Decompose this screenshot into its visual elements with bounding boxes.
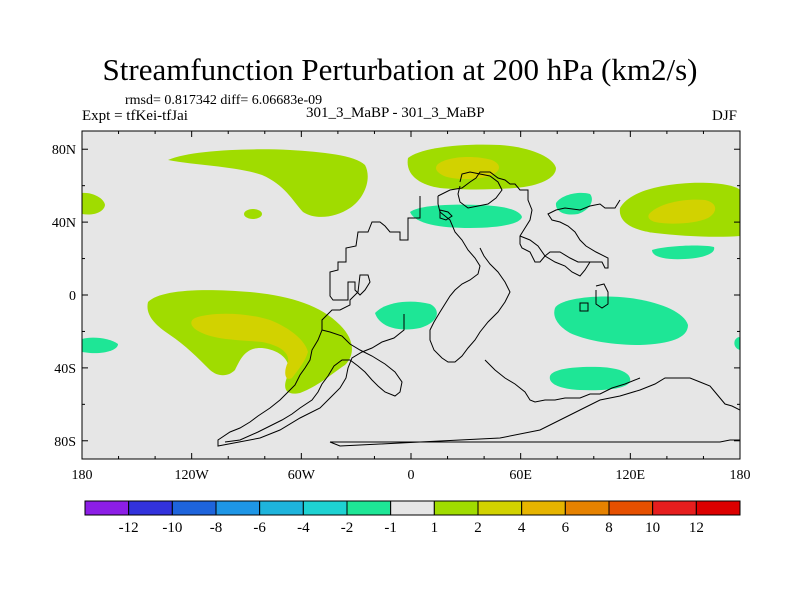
coastline-eurasia (437, 171, 621, 269)
colorbar-label: 10 (645, 520, 660, 536)
region-positive (410, 204, 522, 228)
x-tick-label: 0 (408, 468, 415, 483)
colorbar-swatch (128, 500, 173, 516)
colorbar-label: 6 (562, 520, 570, 536)
season-label: DJF (712, 108, 738, 124)
coastline-americas (217, 196, 421, 447)
coastline-greenland (457, 171, 503, 209)
x-tick-label: 60E (509, 468, 532, 483)
y-tick-label: 80S (54, 435, 76, 450)
colorbar-label: -2 (341, 520, 354, 536)
colorbar: -12 -10 -8 -6 -4 -2 -1 1 2 4 6 8 10 12 (84, 500, 741, 536)
colorbar-label: 4 (518, 520, 526, 536)
region-positive-strong (436, 156, 499, 179)
chart-title: Streamfunction Perturbation at 200 hPa (… (102, 52, 698, 87)
region-positive (168, 149, 368, 217)
colorbar-label: -8 (210, 520, 223, 536)
y-tick-label: 0 (69, 289, 76, 304)
y-tick-label: 40N (52, 216, 76, 231)
y-tick-label: 40S (54, 362, 76, 377)
coastline-africa (429, 196, 511, 363)
colorbar-swatch (695, 500, 741, 516)
region-positive (82, 337, 118, 354)
region-positive (549, 366, 631, 391)
colorbar-label: -10 (162, 520, 182, 536)
coastline-small (439, 209, 453, 221)
experiment-label: Expt = tfKei-tfJai (82, 108, 188, 124)
stats-text: rmsd= 0.817342 diff= 6.06683e-09 (125, 93, 323, 108)
region-positive (652, 245, 715, 260)
colorbar-label: 12 (689, 520, 704, 536)
colorbar-swatch (652, 500, 697, 516)
colorbar-label: -1 (384, 520, 397, 536)
coastline-connect (484, 359, 641, 403)
colorbar-swatch (302, 500, 348, 516)
colorbar-swatch (171, 500, 217, 516)
colorbar-swatch (215, 500, 261, 516)
colorbar-swatch (390, 500, 435, 516)
colorbar-label: -6 (253, 520, 266, 536)
coastline-americas-2 (224, 329, 403, 443)
region-positive-strong (191, 313, 308, 379)
colorbar-swatch (346, 500, 392, 516)
region-positive (244, 209, 262, 219)
colorbar-swatch (608, 500, 654, 516)
region-positive (82, 192, 105, 215)
x-tick-label: 120E (616, 468, 646, 483)
region-positive-strong (648, 199, 716, 224)
coastline-box (579, 302, 589, 312)
coastline-antarctica (329, 377, 740, 447)
x-tick-label: 180 (730, 468, 751, 483)
colorbar-swatch (477, 500, 523, 516)
region-positive (375, 301, 437, 330)
colorbar-swatch (84, 500, 130, 516)
colorbar-label: -4 (297, 520, 310, 536)
colorbar-label: -12 (119, 520, 139, 536)
colorbar-label: 2 (474, 520, 482, 536)
colorbar-swatch (564, 500, 610, 516)
x-tick-label: 120W (175, 468, 210, 483)
coastlines (217, 171, 740, 447)
region-positive (734, 337, 740, 350)
colorbar-swatch (433, 500, 479, 516)
colorbar-swatch (521, 500, 566, 516)
coastline-asia-south (519, 235, 591, 277)
region-positive (147, 290, 352, 394)
x-tick-label: 180 (72, 468, 93, 483)
x-tick-label: 60W (288, 468, 316, 483)
case-label: 301_3_MaBP - 301_3_MaBP (306, 105, 485, 121)
coastline-australia (595, 283, 609, 309)
field-regions (82, 144, 740, 394)
axis-ticks: 180 120W 60W 0 60E 120E 180 80N 40N 0 40S 80S (52, 131, 751, 483)
colorbar-label: 1 (431, 520, 439, 536)
y-tick-label: 80N (52, 143, 76, 158)
colorbar-swatch (259, 500, 304, 516)
colorbar-label: 8 (605, 520, 613, 536)
